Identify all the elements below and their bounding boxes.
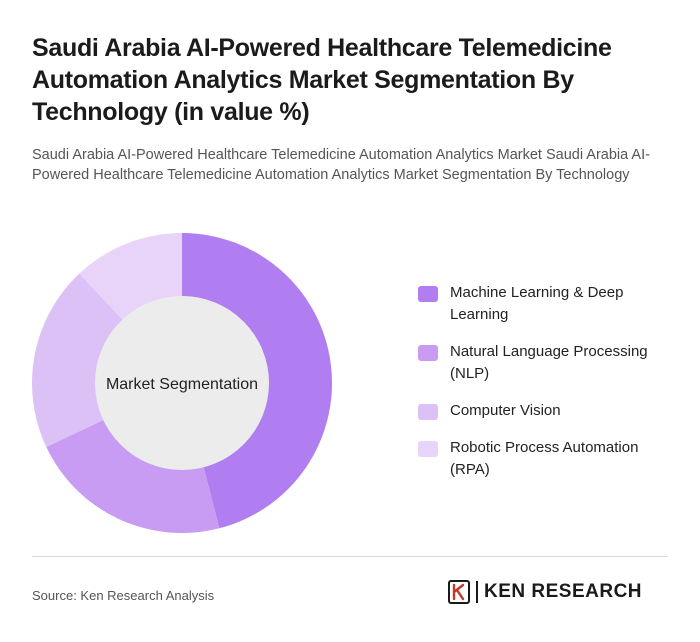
legend-item: Robotic Process Automation (RPA) bbox=[418, 437, 668, 481]
chart-subtitle: Saudi Arabia AI-Powered Healthcare Telem… bbox=[32, 147, 650, 183]
brand-name: KEN RESEARCH bbox=[484, 581, 643, 602]
legend-item: Computer Vision bbox=[418, 400, 668, 422]
donut-center-label: Market Segmentation bbox=[106, 376, 258, 393]
legend-swatch bbox=[418, 345, 438, 361]
footer-divider bbox=[32, 556, 668, 557]
ken-research-logo-icon bbox=[448, 580, 470, 604]
legend-swatch bbox=[418, 441, 438, 457]
donut-chart: Market Segmentation bbox=[31, 233, 333, 533]
legend-label: Natural Language Processing (NLP) bbox=[450, 343, 648, 382]
brand-logo: KEN RESEARCH bbox=[448, 580, 642, 604]
legend-label: Machine Learning & Deep Learning bbox=[450, 284, 624, 323]
source-note: Source: Ken Research Analysis bbox=[32, 588, 215, 603]
brand-separator bbox=[476, 581, 478, 603]
donut-center bbox=[95, 296, 269, 470]
legend-swatch bbox=[418, 286, 438, 302]
chart-legend: Machine Learning & Deep Learning Natural … bbox=[418, 282, 668, 496]
legend-label: Robotic Process Automation (RPA) bbox=[450, 439, 639, 478]
legend-item: Natural Language Processing (NLP) bbox=[418, 341, 668, 385]
legend-item: Machine Learning & Deep Learning bbox=[418, 282, 668, 326]
chart-title: Saudi Arabia AI-Powered Healthcare Telem… bbox=[32, 34, 612, 126]
legend-swatch bbox=[418, 404, 438, 420]
legend-label: Computer Vision bbox=[450, 402, 561, 419]
